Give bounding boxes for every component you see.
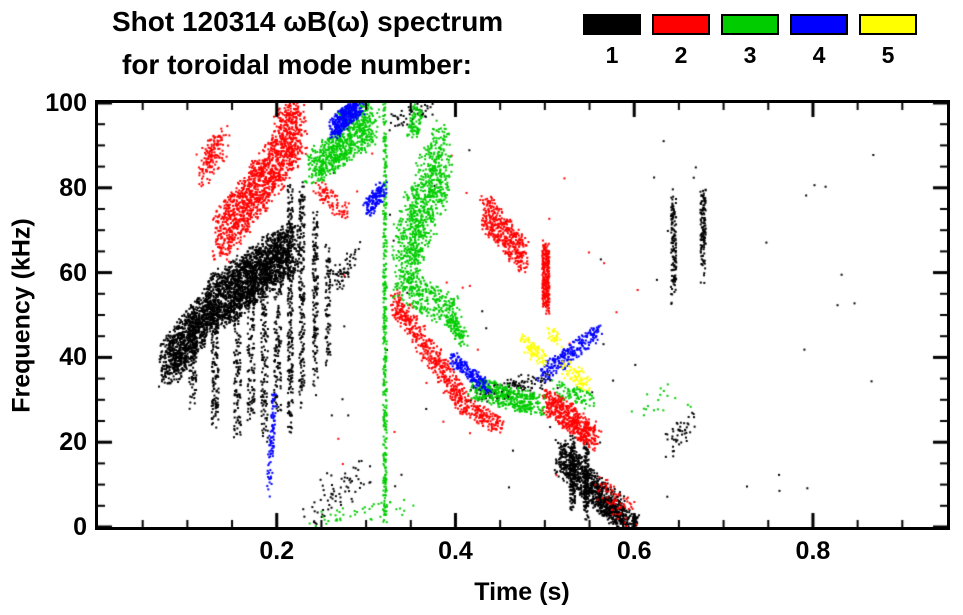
legend-swatch bbox=[583, 14, 641, 35]
y-tick-label: 40 bbox=[59, 343, 87, 372]
y-tick-label: 20 bbox=[59, 428, 87, 457]
chart-title-line1: Shot 120314 ωB(ω) spectrum bbox=[112, 6, 504, 37]
legend-item-5: 5 bbox=[859, 14, 917, 67]
legend-label: 3 bbox=[743, 42, 757, 68]
y-tick-label: 0 bbox=[73, 513, 87, 541]
plot-area bbox=[95, 100, 950, 530]
x-tick-label: 0.2 bbox=[259, 537, 295, 565]
x-tick-label: 0.8 bbox=[795, 537, 831, 565]
legend-item-1: 1 bbox=[583, 14, 641, 67]
x-tick-label: 0.6 bbox=[616, 537, 652, 565]
legend-swatch bbox=[790, 14, 848, 35]
legend-label: 2 bbox=[674, 42, 688, 68]
legend-item-2: 2 bbox=[652, 14, 710, 67]
legend-item-4: 4 bbox=[790, 14, 848, 67]
y-axis-label: Frequency (kHz) bbox=[7, 218, 36, 413]
x-axis-label: Time (s) bbox=[474, 578, 570, 606]
y-tick-label: 60 bbox=[59, 258, 87, 287]
legend-label: 5 bbox=[881, 42, 895, 68]
chart-title-line2: for toroidal mode number: bbox=[122, 49, 472, 80]
y-tick-label: 100 bbox=[45, 89, 87, 117]
legend-label: 4 bbox=[812, 42, 826, 68]
plot-canvas bbox=[98, 103, 947, 527]
legend-item-3: 3 bbox=[721, 14, 779, 67]
legend-swatch bbox=[721, 14, 779, 35]
y-tick-label: 80 bbox=[59, 173, 87, 202]
legend-swatch bbox=[859, 14, 917, 35]
legend-label: 1 bbox=[605, 42, 619, 68]
x-tick-label: 0.4 bbox=[438, 537, 473, 565]
legend-swatch bbox=[652, 14, 710, 35]
